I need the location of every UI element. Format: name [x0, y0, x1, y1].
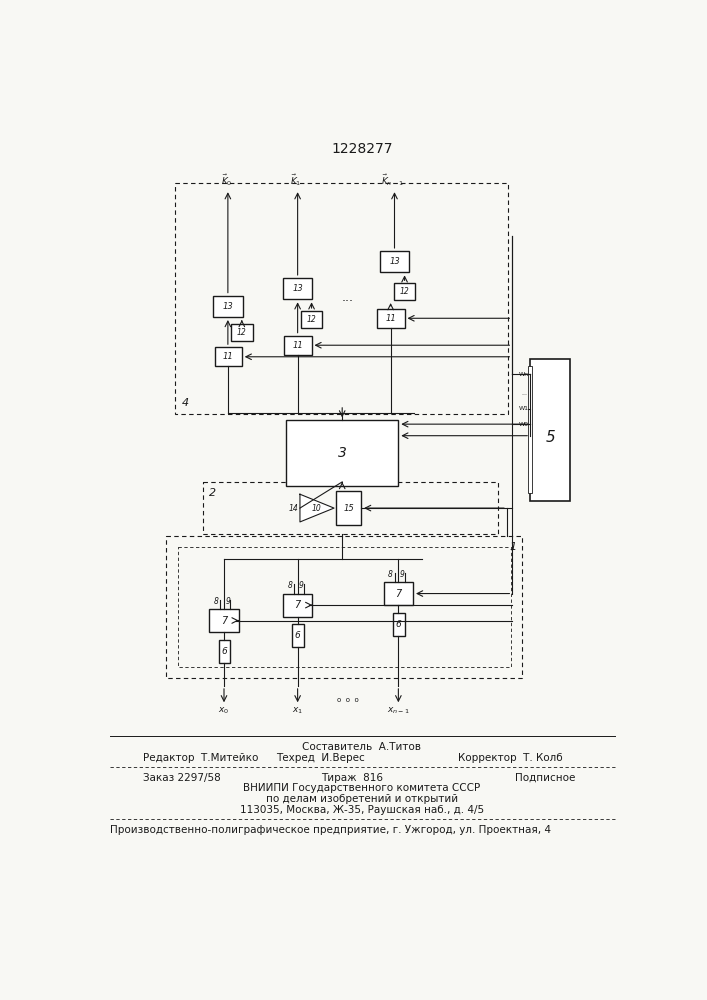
Text: 6: 6: [221, 647, 227, 656]
Bar: [203, 482, 498, 534]
Text: 2: 2: [209, 488, 216, 498]
Text: Wn: Wn: [519, 372, 529, 377]
Text: W1: W1: [519, 406, 529, 411]
Bar: [218, 640, 230, 663]
Bar: [394, 283, 416, 300]
Text: 7: 7: [395, 589, 402, 599]
Text: Техред  И.Верес: Техред И.Верес: [276, 753, 366, 763]
Text: 1: 1: [509, 542, 516, 552]
Text: по делам изобретений и открытий: по делам изобретений и открытий: [266, 794, 458, 804]
Text: 7: 7: [221, 615, 227, 626]
Text: 8: 8: [214, 597, 218, 606]
Text: 12: 12: [237, 328, 247, 337]
Text: 11: 11: [223, 352, 233, 361]
Text: 3: 3: [338, 446, 346, 460]
Bar: [213, 296, 243, 317]
Bar: [209, 609, 239, 632]
Text: Подписное: Подписное: [515, 773, 575, 783]
Text: $\vec{K}_0$: $\vec{K}_0$: [221, 172, 232, 188]
Bar: [393, 613, 404, 636]
Text: 9: 9: [299, 581, 304, 590]
Bar: [292, 624, 304, 647]
Bar: [337, 491, 361, 525]
Text: $\vec{K}_1$: $\vec{K}_1$: [291, 172, 302, 188]
Text: $x_0$: $x_0$: [218, 705, 230, 716]
Bar: [284, 336, 312, 355]
Text: W0: W0: [519, 422, 529, 427]
Bar: [166, 536, 522, 678]
Bar: [231, 324, 252, 341]
Polygon shape: [300, 494, 334, 522]
Text: 5: 5: [545, 430, 555, 445]
Text: $\vec{K}_{n-1}$: $\vec{K}_{n-1}$: [381, 172, 404, 188]
Bar: [177, 547, 510, 667]
Text: 11: 11: [385, 314, 396, 323]
Text: Редактор  Т.Митейко: Редактор Т.Митейко: [143, 753, 258, 763]
Text: $x_{n-1}$: $x_{n-1}$: [387, 705, 410, 716]
Bar: [530, 359, 571, 501]
Text: 7: 7: [295, 600, 300, 610]
Bar: [286, 420, 398, 486]
Text: 4: 4: [182, 398, 189, 408]
Bar: [380, 251, 409, 272]
Text: 13: 13: [389, 257, 400, 266]
Text: 9: 9: [226, 597, 230, 606]
Text: ...: ...: [342, 291, 354, 304]
Bar: [384, 582, 413, 605]
Text: 11: 11: [292, 341, 303, 350]
Text: Заказ 2297/58: Заказ 2297/58: [143, 773, 221, 783]
Bar: [378, 309, 404, 328]
Bar: [175, 183, 508, 414]
Bar: [283, 278, 312, 299]
Bar: [215, 347, 242, 366]
Text: 1228277: 1228277: [331, 142, 392, 156]
Text: Корректор  Т. Колб: Корректор Т. Колб: [458, 753, 563, 763]
Text: 9: 9: [400, 570, 404, 579]
Text: 113035, Москва, Ж-35, Раушская наб., д. 4/5: 113035, Москва, Ж-35, Раушская наб., д. …: [240, 805, 484, 815]
Text: 13: 13: [223, 302, 233, 311]
Text: 15: 15: [344, 504, 354, 513]
Text: Производственно-полиграфическое предприятие, г. Ужгород, ул. Проектная, 4: Производственно-полиграфическое предприя…: [110, 825, 551, 835]
Text: o  o  o: o o o: [337, 697, 359, 703]
Text: ...: ...: [521, 391, 527, 396]
Text: 6: 6: [395, 620, 402, 629]
Text: 13: 13: [292, 284, 303, 293]
Text: Составитель  А.Титов: Составитель А.Титов: [303, 742, 421, 752]
Text: Тираж  816: Тираж 816: [321, 773, 383, 783]
Bar: [528, 366, 532, 493]
Text: ВНИИПИ Государственного комитета СССР: ВНИИПИ Государственного комитета СССР: [243, 783, 481, 793]
Text: 8: 8: [388, 570, 393, 579]
Text: 6: 6: [295, 631, 300, 640]
Text: 12: 12: [399, 287, 409, 296]
Text: 14: 14: [289, 504, 298, 513]
Text: $x_1$: $x_1$: [292, 705, 303, 716]
Text: 12: 12: [307, 315, 317, 324]
Text: 8: 8: [288, 581, 292, 590]
Bar: [300, 311, 322, 328]
Bar: [283, 594, 312, 617]
Text: 10: 10: [312, 504, 322, 513]
